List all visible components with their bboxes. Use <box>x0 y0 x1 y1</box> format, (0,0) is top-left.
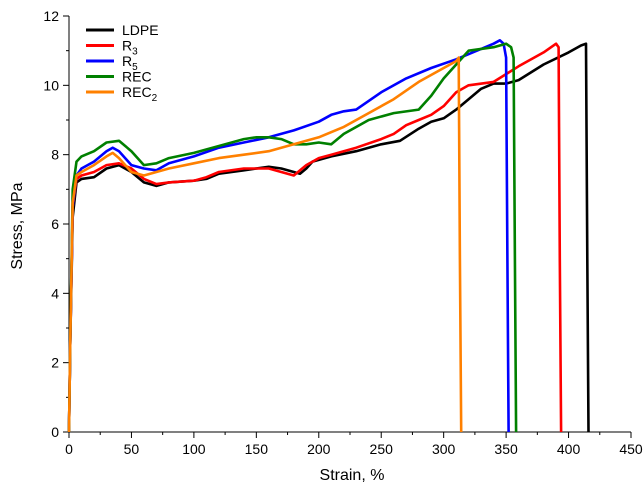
x-axis-title: Strain, % <box>320 467 385 484</box>
legend-label-ldpe: LDPE <box>122 22 159 38</box>
x-tick-label: 0 <box>65 441 73 457</box>
y-tick-label: 6 <box>51 216 59 232</box>
x-tick-label: 50 <box>124 441 140 457</box>
y-tick-label: 0 <box>51 424 59 440</box>
y-tick-label: 4 <box>51 285 59 301</box>
series-line-rec2 <box>67 56 463 433</box>
x-tick-label: 450 <box>619 441 643 457</box>
x-tick-label: 200 <box>307 441 331 457</box>
y-axis-title: Stress, MPa <box>9 182 26 269</box>
series-line-r3 <box>67 42 563 433</box>
x-tick-label: 250 <box>370 441 394 457</box>
series-line-ldpe <box>67 42 590 433</box>
y-tick-label: 2 <box>51 355 59 371</box>
y-tick-label: 12 <box>43 8 59 24</box>
y-tick-label: 10 <box>43 77 59 93</box>
x-tick-label: 100 <box>182 441 206 457</box>
y-tick-label: 8 <box>51 147 59 163</box>
x-tick-label: 350 <box>494 441 518 457</box>
legend-label-r3: R3 <box>122 38 138 58</box>
series-line-rec <box>67 42 518 433</box>
x-tick-label: 300 <box>432 441 456 457</box>
legend-label-rec: REC <box>122 69 152 85</box>
legend-label-rec2: REC2 <box>122 84 158 104</box>
axes: 0 50 100 150 200 250 300 350 400 450 0 2 4 6 8 10 12 <box>43 8 642 457</box>
plot-area <box>67 39 590 433</box>
x-tick-label: 400 <box>557 441 581 457</box>
legend-label-r5: R5 <box>122 53 138 73</box>
x-tick-label: 150 <box>245 441 269 457</box>
